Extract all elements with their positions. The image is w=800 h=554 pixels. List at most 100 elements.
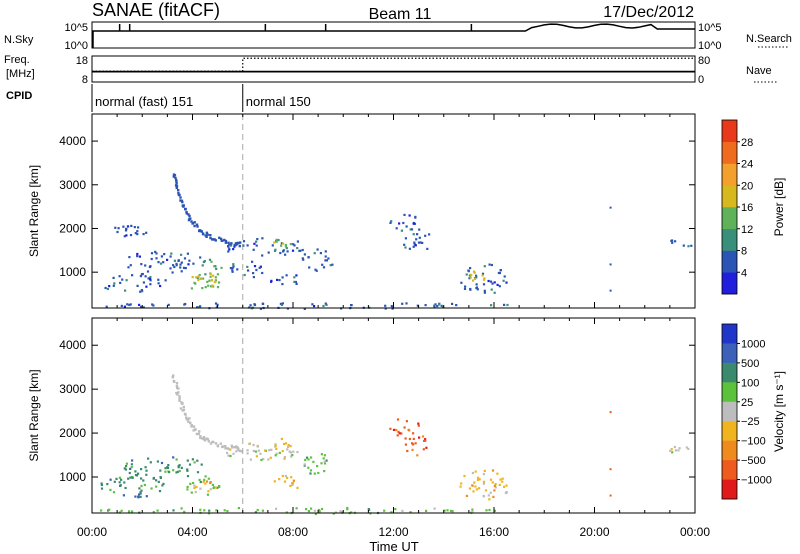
streak-cell bbox=[230, 242, 233, 245]
freq-left-label-2: [MHz] bbox=[6, 68, 35, 80]
data-cell bbox=[195, 485, 198, 489]
data-cell bbox=[296, 247, 299, 250]
data-cell bbox=[275, 240, 278, 243]
data-cell bbox=[140, 484, 143, 488]
data-cell bbox=[155, 485, 158, 488]
data-cell bbox=[302, 258, 305, 261]
data-cell bbox=[149, 276, 152, 279]
data-cell bbox=[208, 258, 212, 261]
data-cell bbox=[408, 247, 411, 250]
data-cell bbox=[227, 454, 230, 457]
freq-right-bottom: 0 bbox=[698, 74, 704, 86]
data-cell bbox=[227, 246, 230, 249]
data-cell bbox=[196, 276, 199, 279]
data-cell bbox=[118, 275, 121, 278]
streak-cell bbox=[175, 382, 179, 385]
data-cell bbox=[116, 230, 119, 234]
data-cell bbox=[195, 276, 198, 279]
data-cell bbox=[293, 276, 296, 279]
data-cell bbox=[133, 226, 136, 229]
data-cell bbox=[476, 478, 480, 481]
data-cell bbox=[308, 266, 311, 269]
data-cell bbox=[503, 275, 506, 278]
data-cell bbox=[152, 477, 155, 480]
data-cell bbox=[175, 262, 178, 265]
data-cell bbox=[498, 285, 501, 288]
data-cell bbox=[105, 305, 108, 308]
colorbar-segment bbox=[722, 362, 737, 383]
colorbar-tick-label: 4 bbox=[741, 267, 747, 279]
data-cell bbox=[137, 472, 140, 475]
data-cell bbox=[247, 269, 250, 272]
data-cell bbox=[138, 493, 141, 496]
data-cell bbox=[175, 458, 178, 461]
data-cell bbox=[243, 273, 246, 277]
noise-right-label: N.Search bbox=[746, 33, 792, 45]
data-cell bbox=[202, 481, 205, 484]
data-cell bbox=[471, 508, 474, 511]
data-cell bbox=[214, 276, 217, 279]
streak-cell bbox=[188, 417, 191, 420]
data-cell bbox=[147, 457, 150, 460]
data-cell bbox=[418, 236, 421, 239]
data-cell bbox=[140, 289, 143, 292]
data-cell bbox=[417, 422, 420, 425]
nave-label: Nave bbox=[746, 65, 772, 77]
data-cell bbox=[278, 451, 281, 454]
data-cell bbox=[278, 279, 281, 282]
data-cell bbox=[418, 436, 421, 439]
data-cell bbox=[258, 266, 261, 269]
data-cell bbox=[404, 246, 407, 249]
data-cell bbox=[232, 265, 235, 268]
data-cell bbox=[421, 241, 424, 244]
data-cell bbox=[506, 303, 509, 307]
data-cell bbox=[315, 269, 318, 272]
data-cell bbox=[491, 282, 494, 285]
data-cell bbox=[307, 256, 310, 259]
streak-cell bbox=[178, 395, 181, 398]
data-cell bbox=[139, 275, 142, 278]
data-cell bbox=[416, 304, 419, 307]
data-cell bbox=[350, 304, 353, 307]
data-cell bbox=[273, 241, 276, 244]
data-cell bbox=[123, 481, 126, 484]
data-cell bbox=[255, 268, 258, 272]
data-cell bbox=[282, 242, 285, 245]
streak-cell bbox=[221, 445, 225, 448]
data-cell bbox=[390, 220, 393, 223]
data-cell bbox=[100, 482, 103, 485]
data-cell bbox=[284, 474, 287, 478]
data-cell bbox=[155, 252, 158, 255]
data-cell bbox=[169, 267, 172, 270]
data-cell bbox=[253, 303, 256, 306]
streak-cell bbox=[171, 376, 174, 379]
data-cell bbox=[231, 270, 234, 273]
streak-cell bbox=[239, 241, 242, 244]
data-cell bbox=[274, 454, 277, 457]
data-cell bbox=[324, 259, 327, 262]
data-cell bbox=[131, 510, 134, 513]
data-cell bbox=[114, 226, 117, 229]
data-cell bbox=[124, 229, 128, 232]
data-cell bbox=[482, 482, 485, 485]
data-cell bbox=[179, 263, 182, 266]
data-cell bbox=[130, 224, 133, 227]
data-cell bbox=[415, 238, 418, 241]
streak-cell bbox=[192, 429, 195, 432]
data-cell bbox=[682, 244, 685, 247]
data-cell bbox=[215, 509, 218, 512]
data-cell bbox=[186, 475, 190, 478]
streak-cell bbox=[219, 442, 222, 445]
data-cell bbox=[138, 487, 141, 490]
streak-cell bbox=[184, 413, 187, 416]
streak-cell bbox=[172, 175, 175, 178]
data-cell bbox=[236, 268, 239, 271]
data-cell bbox=[209, 275, 212, 278]
data-cell bbox=[119, 281, 122, 284]
data-cell bbox=[167, 303, 170, 306]
data-cell bbox=[134, 470, 137, 473]
data-cell bbox=[322, 457, 325, 460]
data-cell bbox=[323, 462, 327, 465]
streak-cell bbox=[202, 436, 206, 439]
